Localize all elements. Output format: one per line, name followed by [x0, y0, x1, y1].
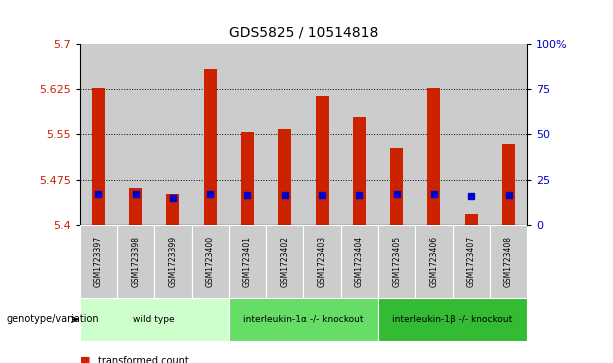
Bar [390, 148, 403, 225]
Text: GSM1723402: GSM1723402 [280, 236, 289, 287]
Bar [229, 44, 266, 225]
Bar [416, 225, 452, 298]
Text: GSM1723405: GSM1723405 [392, 236, 401, 287]
Bar [427, 88, 441, 225]
Bar [378, 225, 415, 298]
Bar [303, 225, 341, 298]
Text: ■: ■ [80, 356, 90, 363]
Bar [490, 225, 527, 298]
Text: interleukin-1α -/- knockout: interleukin-1α -/- knockout [243, 315, 364, 324]
Bar [303, 44, 341, 225]
Text: GSM1723404: GSM1723404 [355, 236, 364, 287]
Bar [154, 225, 191, 298]
Text: genotype/variation: genotype/variation [6, 314, 99, 325]
Text: GSM1723398: GSM1723398 [131, 236, 140, 287]
Bar [353, 117, 366, 225]
Text: GSM1723401: GSM1723401 [243, 236, 252, 287]
Title: GDS5825 / 10514818: GDS5825 / 10514818 [229, 26, 378, 40]
Bar [117, 44, 154, 225]
Bar [166, 193, 180, 225]
Bar [341, 225, 378, 298]
Bar [452, 44, 490, 225]
Bar [80, 225, 117, 298]
Bar [80, 298, 229, 341]
Bar [341, 44, 378, 225]
Text: GSM1723403: GSM1723403 [318, 236, 327, 287]
Text: interleukin-1β -/- knockout: interleukin-1β -/- knockout [392, 315, 512, 324]
Bar [191, 44, 229, 225]
Bar [266, 44, 303, 225]
Text: GSM1723407: GSM1723407 [466, 236, 476, 287]
Bar [229, 225, 266, 298]
Text: GSM1723397: GSM1723397 [94, 236, 103, 287]
Bar [378, 298, 527, 341]
Bar [502, 144, 515, 225]
Bar [229, 298, 378, 341]
Bar [154, 44, 191, 225]
Bar [80, 44, 117, 225]
Bar [117, 225, 154, 298]
Bar [378, 44, 415, 225]
Text: GSM1723400: GSM1723400 [206, 236, 215, 287]
Bar [191, 225, 229, 298]
Bar [129, 188, 142, 225]
Bar [465, 214, 478, 225]
Text: GSM1723408: GSM1723408 [504, 236, 513, 287]
Bar [416, 44, 452, 225]
Bar [490, 44, 527, 225]
Bar [278, 130, 291, 225]
Bar [266, 225, 303, 298]
Text: transformed count: transformed count [98, 356, 189, 363]
Text: GSM1723406: GSM1723406 [430, 236, 438, 287]
Bar [452, 225, 490, 298]
Bar [241, 132, 254, 225]
Bar [316, 96, 329, 225]
Text: GSM1723399: GSM1723399 [169, 236, 177, 287]
Bar [204, 69, 217, 225]
Bar [92, 88, 105, 225]
Text: wild type: wild type [134, 315, 175, 324]
